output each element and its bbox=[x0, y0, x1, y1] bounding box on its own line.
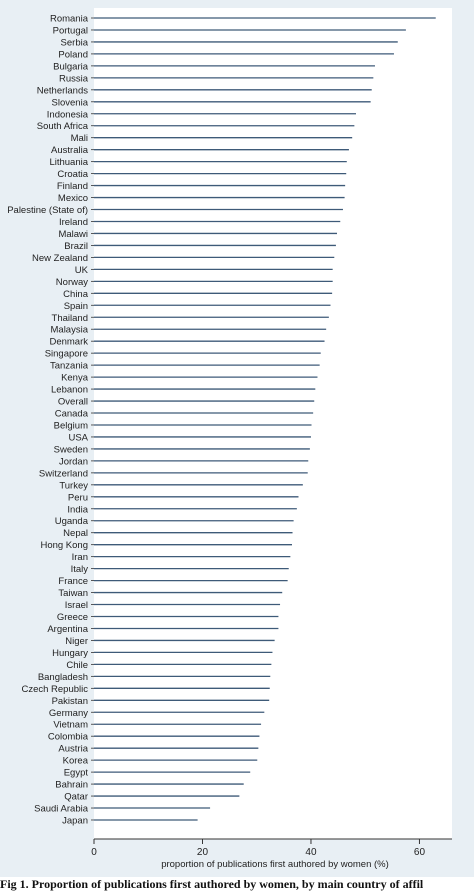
category-label: China bbox=[63, 289, 89, 300]
x-tick-label: 40 bbox=[305, 847, 317, 858]
category-label: Saudi Arabia bbox=[34, 804, 89, 815]
category-label: Lithuania bbox=[49, 157, 88, 168]
category-label: Bahrain bbox=[55, 780, 88, 791]
category-label: Malawi bbox=[58, 229, 88, 240]
category-label: Belgium bbox=[54, 420, 88, 431]
category-label: Mexico bbox=[58, 193, 88, 204]
category-label: Pakistan bbox=[52, 696, 88, 707]
category-label: Canada bbox=[55, 409, 89, 420]
category-label: Argentina bbox=[47, 624, 88, 635]
category-label: Serbia bbox=[61, 37, 89, 48]
category-label: Vietnam bbox=[53, 720, 88, 731]
category-label: Colombia bbox=[48, 732, 89, 743]
category-label: Denmark bbox=[49, 337, 88, 348]
category-label: Finland bbox=[57, 181, 88, 192]
category-label: Ireland bbox=[59, 217, 88, 228]
category-label: Malaysia bbox=[51, 325, 89, 336]
category-label: India bbox=[67, 504, 88, 515]
category-label: Indonesia bbox=[47, 109, 89, 120]
category-label: UK bbox=[75, 265, 89, 276]
category-label: Australia bbox=[51, 145, 89, 156]
category-label: France bbox=[58, 576, 88, 587]
category-label: USA bbox=[68, 432, 88, 443]
category-label: Thailand bbox=[52, 313, 88, 324]
category-label: Russia bbox=[59, 73, 89, 84]
category-label: Portugal bbox=[53, 25, 88, 36]
category-label: Spain bbox=[64, 301, 88, 312]
category-label: Lebanon bbox=[51, 385, 88, 396]
category-label: Hong Kong bbox=[40, 540, 88, 551]
category-label: Korea bbox=[63, 756, 89, 767]
category-label: Austria bbox=[58, 744, 88, 755]
category-label: New Zealand bbox=[32, 253, 88, 264]
category-label: Sweden bbox=[54, 444, 88, 455]
category-label: Slovenia bbox=[52, 97, 89, 108]
category-label: Iran bbox=[72, 552, 88, 563]
category-label: Norway bbox=[56, 277, 88, 288]
category-label: Mali bbox=[71, 133, 88, 144]
category-label: Romania bbox=[50, 14, 89, 25]
category-label: Germany bbox=[49, 708, 88, 719]
category-label: South Africa bbox=[37, 121, 89, 132]
category-label: Italy bbox=[71, 564, 89, 575]
category-label: Taiwan bbox=[58, 588, 88, 599]
category-label: Jordan bbox=[59, 456, 88, 467]
x-tick-label: 20 bbox=[197, 847, 209, 858]
category-label: Israel bbox=[65, 600, 88, 611]
category-label: Overall bbox=[58, 397, 88, 408]
category-label: Qatar bbox=[64, 792, 88, 803]
category-label: Netherlands bbox=[37, 85, 88, 96]
category-label: Greece bbox=[57, 612, 88, 623]
category-label: Switzerland bbox=[39, 468, 88, 479]
x-tick-label: 60 bbox=[414, 847, 426, 858]
category-label: Brazil bbox=[64, 241, 88, 252]
x-tick-label: 0 bbox=[91, 847, 97, 858]
category-label: Singapore bbox=[45, 349, 88, 360]
category-label: Nepal bbox=[63, 528, 88, 539]
category-label: Chile bbox=[66, 660, 88, 671]
category-label: Bulgaria bbox=[53, 61, 89, 72]
category-label: Palestine (State of) bbox=[7, 205, 88, 216]
category-label: Poland bbox=[58, 49, 88, 60]
category-label: Hungary bbox=[52, 648, 88, 659]
category-label: Kenya bbox=[61, 373, 89, 384]
category-label: Tanzania bbox=[50, 361, 89, 372]
category-label: Bangladesh bbox=[38, 672, 88, 683]
category-label: Turkey bbox=[59, 480, 88, 491]
category-label: Czech Republic bbox=[21, 684, 88, 695]
category-label: Uganda bbox=[55, 516, 89, 527]
plot-area bbox=[94, 8, 452, 839]
category-label: Egypt bbox=[64, 768, 89, 779]
category-label: Japan bbox=[62, 815, 88, 826]
figure-caption: Fig 1. Proportion of publications first … bbox=[0, 877, 424, 891]
category-label: Peru bbox=[68, 492, 88, 503]
category-label: Croatia bbox=[57, 169, 88, 180]
category-label: Niger bbox=[65, 636, 88, 647]
x-axis-label: proportion of publications first authore… bbox=[161, 859, 389, 870]
